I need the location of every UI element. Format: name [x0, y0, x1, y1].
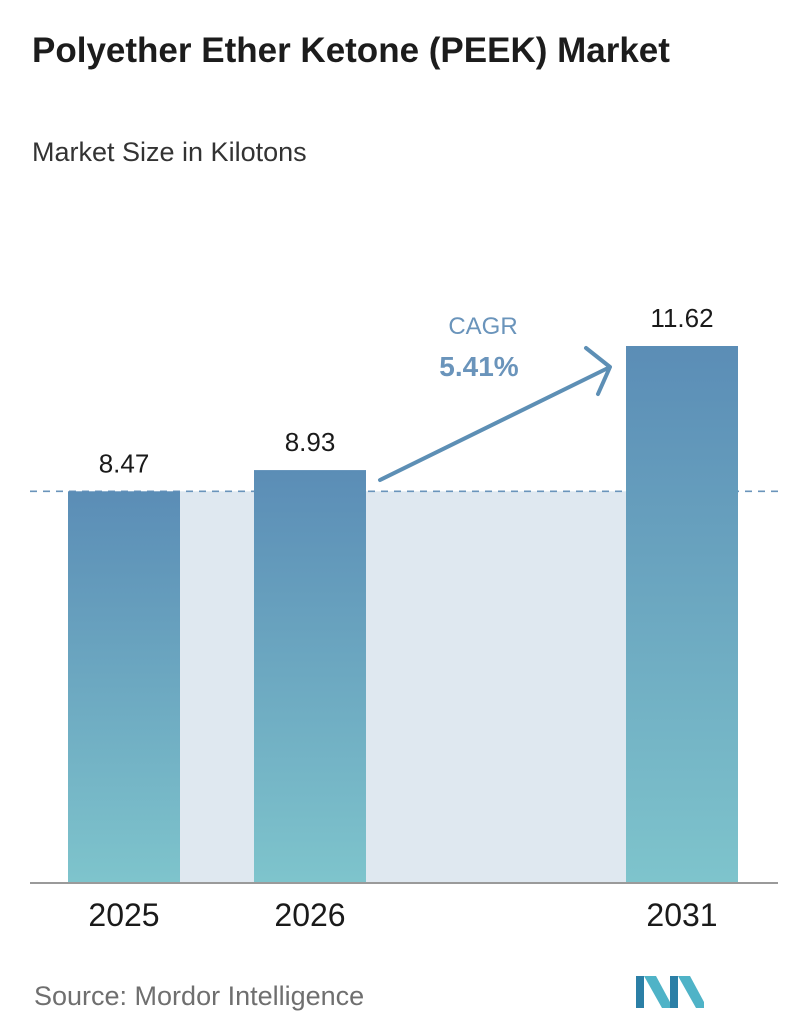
cagr-label: CAGR: [448, 313, 517, 340]
bar-2026: [254, 470, 366, 882]
value-label-2031: 11.62: [650, 303, 713, 333]
chart-title: Polyether Ether Ketone (PEEK) Market: [32, 31, 670, 70]
cagr-arrow-head: [584, 346, 612, 396]
value-label-2026: 8.93: [285, 427, 336, 457]
category-label-2026: 2026: [274, 897, 345, 933]
background-band: [366, 491, 626, 882]
category-label-2031: 2031: [646, 897, 717, 933]
cagr-arrow-icon: [378, 346, 612, 482]
cagr-value: 5.41%: [439, 351, 518, 382]
background-bands: [180, 491, 626, 882]
mordor-intelligence-logo-icon: [636, 976, 704, 1008]
chart-subtitle: Market Size in Kilotons: [32, 137, 307, 167]
category-label-2025: 2025: [88, 897, 159, 933]
cagr-arrow-shaft: [378, 366, 610, 482]
bar-2031: [626, 346, 738, 882]
bar-2025: [68, 491, 180, 882]
source-text: Source: Mordor Intelligence: [34, 981, 365, 1011]
background-band: [180, 491, 254, 882]
value-label-2025: 8.47: [99, 448, 150, 478]
bars-group: [68, 346, 738, 882]
value-labels-group: 8.47 8.93 11.62: [99, 303, 714, 478]
category-labels-group: 2025 2026 2031: [88, 897, 717, 933]
